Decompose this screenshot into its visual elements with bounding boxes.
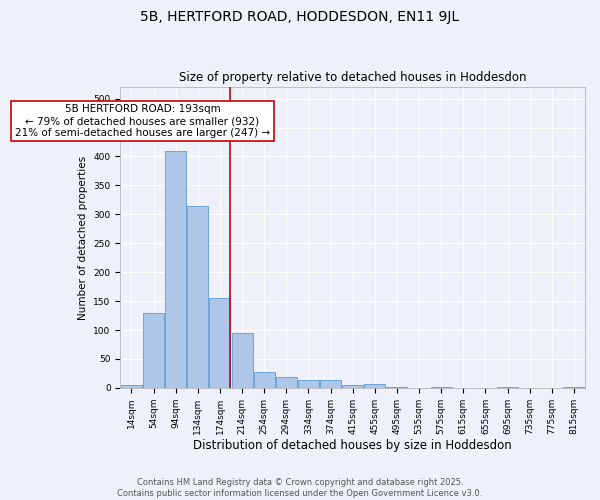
Bar <box>276 378 297 388</box>
Bar <box>209 298 230 388</box>
Bar <box>320 380 341 388</box>
Bar <box>497 386 518 388</box>
Bar <box>165 150 186 388</box>
Bar <box>563 386 584 388</box>
Bar <box>298 380 319 388</box>
Text: 5B HERTFORD ROAD: 193sqm
← 79% of detached houses are smaller (932)
21% of semi-: 5B HERTFORD ROAD: 193sqm ← 79% of detach… <box>15 104 270 138</box>
Bar <box>121 385 142 388</box>
Bar <box>364 384 385 388</box>
Title: Size of property relative to detached houses in Hoddesdon: Size of property relative to detached ho… <box>179 72 526 85</box>
Bar <box>342 385 363 388</box>
Text: 5B, HERTFORD ROAD, HODDESDON, EN11 9JL: 5B, HERTFORD ROAD, HODDESDON, EN11 9JL <box>140 10 460 24</box>
Bar <box>254 372 275 388</box>
Bar <box>232 333 253 388</box>
Text: Contains HM Land Registry data © Crown copyright and database right 2025.
Contai: Contains HM Land Registry data © Crown c… <box>118 478 482 498</box>
Bar <box>143 312 164 388</box>
Bar <box>187 206 208 388</box>
X-axis label: Distribution of detached houses by size in Hoddesdon: Distribution of detached houses by size … <box>193 440 512 452</box>
Y-axis label: Number of detached properties: Number of detached properties <box>78 156 88 320</box>
